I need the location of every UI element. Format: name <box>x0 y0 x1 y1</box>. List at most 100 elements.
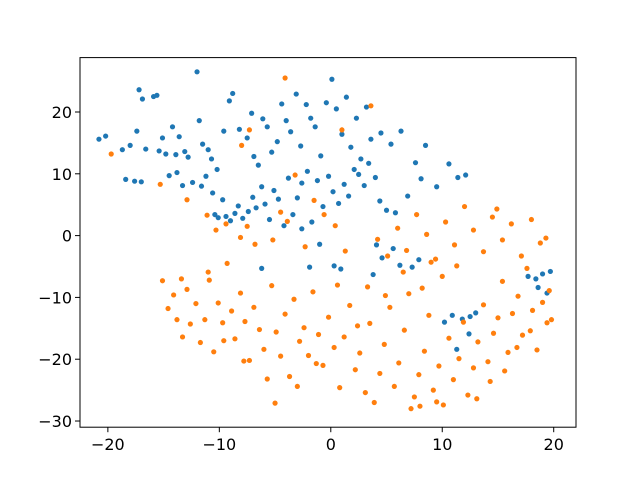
data-point <box>409 264 415 270</box>
data-point <box>293 91 299 97</box>
data-point <box>485 359 491 365</box>
data-point <box>174 169 180 176</box>
data-point <box>262 201 268 207</box>
data-point <box>320 362 326 368</box>
data-point <box>499 278 506 284</box>
x-tick-label: −10 <box>202 435 236 454</box>
data-point <box>299 226 305 232</box>
data-point <box>245 208 251 215</box>
data-point <box>189 179 196 186</box>
data-point <box>342 248 348 254</box>
data-point <box>346 193 352 199</box>
data-point <box>226 98 232 104</box>
data-point <box>525 273 531 279</box>
data-point <box>139 96 146 102</box>
data-point <box>451 242 458 248</box>
x-axis: −20 −10 0 10 20 <box>91 427 564 454</box>
data-point <box>221 128 227 134</box>
data-point <box>341 181 347 187</box>
data-point <box>123 176 129 182</box>
data-point <box>325 314 332 320</box>
data-point <box>269 283 275 289</box>
data-point <box>366 160 372 166</box>
data-point <box>171 292 177 298</box>
data-point <box>184 286 190 292</box>
data-point <box>424 231 430 237</box>
data-point <box>473 310 479 316</box>
data-point <box>466 331 472 337</box>
series-0 <box>96 69 553 352</box>
data-point <box>373 242 380 248</box>
data-point <box>237 234 244 241</box>
data-point <box>487 378 493 385</box>
data-point <box>379 255 385 261</box>
data-point <box>224 260 230 267</box>
data-point <box>197 339 203 346</box>
x-tick-label: 10 <box>432 435 452 454</box>
data-point <box>395 225 401 231</box>
data-point <box>223 221 229 227</box>
data-point <box>252 241 258 247</box>
data-point <box>163 151 169 157</box>
data-point <box>246 357 253 364</box>
data-point <box>157 181 163 187</box>
data-point <box>273 329 279 335</box>
data-point <box>206 277 212 283</box>
data-point <box>335 200 342 207</box>
data-point <box>169 124 176 130</box>
data-point <box>456 356 462 362</box>
y-tick-label: −20 <box>38 350 72 369</box>
data-point <box>315 331 322 338</box>
data-point <box>502 368 508 374</box>
data-point <box>363 104 370 110</box>
data-point <box>382 292 388 299</box>
data-points <box>96 69 555 412</box>
data-point <box>537 240 543 246</box>
data-point <box>143 146 149 152</box>
data-point <box>159 135 166 141</box>
x-tick-label: 0 <box>326 435 336 454</box>
data-point <box>266 216 273 223</box>
data-point <box>303 101 309 108</box>
data-point <box>390 245 396 252</box>
data-point <box>343 94 349 100</box>
data-point <box>358 156 364 162</box>
data-point <box>463 172 469 178</box>
data-point <box>534 347 540 353</box>
data-point <box>408 406 414 412</box>
data-point <box>274 139 280 145</box>
data-point <box>261 346 267 352</box>
data-point <box>298 143 304 149</box>
data-point <box>377 370 383 377</box>
data-point <box>330 189 336 195</box>
data-point <box>455 174 461 181</box>
data-point <box>296 338 303 344</box>
data-point <box>270 237 276 243</box>
data-point <box>329 76 335 82</box>
data-point <box>176 134 182 140</box>
data-point <box>310 289 316 295</box>
data-point <box>499 237 506 243</box>
data-point <box>430 387 436 393</box>
data-point <box>304 168 310 174</box>
data-point <box>388 141 394 147</box>
data-point <box>196 118 202 124</box>
data-point <box>200 141 206 147</box>
data-point <box>461 203 468 210</box>
data-point <box>251 153 257 160</box>
data-point <box>193 300 199 307</box>
data-point <box>198 183 205 189</box>
data-point <box>205 147 211 153</box>
data-point <box>352 367 358 373</box>
data-point <box>367 320 373 326</box>
data-point <box>211 349 217 355</box>
y-tick-label: 0 <box>62 227 72 246</box>
data-point <box>411 394 417 400</box>
data-point <box>278 353 284 359</box>
data-point <box>212 211 218 218</box>
data-point <box>392 210 399 216</box>
data-point <box>204 212 210 218</box>
data-point <box>220 197 226 203</box>
y-tick-label: 10 <box>52 165 72 184</box>
